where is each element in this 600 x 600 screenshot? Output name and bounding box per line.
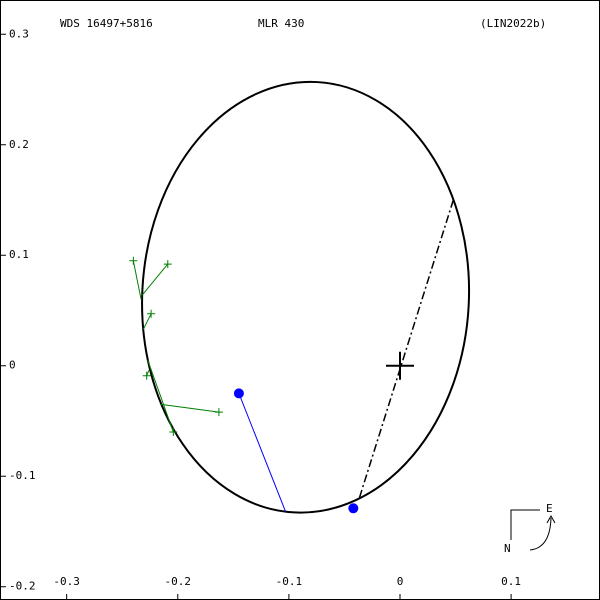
x-tick-label: -0.2	[165, 575, 192, 588]
observation	[169, 428, 178, 437]
residual-line	[147, 360, 174, 433]
compass-east: E	[546, 502, 553, 515]
residual-line	[132, 260, 142, 300]
chart-subtitle: MLR 430	[258, 17, 304, 30]
y-tick-label: 0	[9, 359, 16, 372]
residual-line	[141, 263, 169, 296]
observation	[147, 309, 156, 318]
y-tick-label: 0.3	[9, 27, 29, 40]
y-tick-label: -0.2	[9, 580, 36, 593]
compass: E N	[504, 502, 556, 555]
x-tick-label: 0.1	[501, 575, 521, 588]
residual-line	[238, 393, 287, 512]
y-tick-label: 0.1	[9, 248, 29, 261]
observation	[348, 503, 359, 514]
orbit-ellipse	[141, 80, 471, 514]
y-tick-label: 0.2	[9, 138, 29, 151]
observation	[214, 408, 223, 417]
x-tick-label: -0.1	[276, 575, 303, 588]
residual-line	[142, 313, 152, 330]
primary-star	[386, 351, 414, 380]
observation	[163, 260, 172, 269]
observation	[142, 371, 151, 380]
observation	[233, 388, 244, 399]
observation	[129, 256, 138, 265]
x-tick-label: 0	[397, 575, 404, 588]
y-tick-label: -0.1	[9, 469, 36, 482]
residual-line	[161, 403, 219, 413]
line-of-nodes	[358, 199, 455, 500]
chart-title: WDS 16497+5816	[60, 17, 153, 30]
x-tick-label: -0.3	[53, 575, 80, 588]
reference: (LIN2022b)	[480, 17, 546, 30]
compass-north: N	[504, 542, 511, 555]
